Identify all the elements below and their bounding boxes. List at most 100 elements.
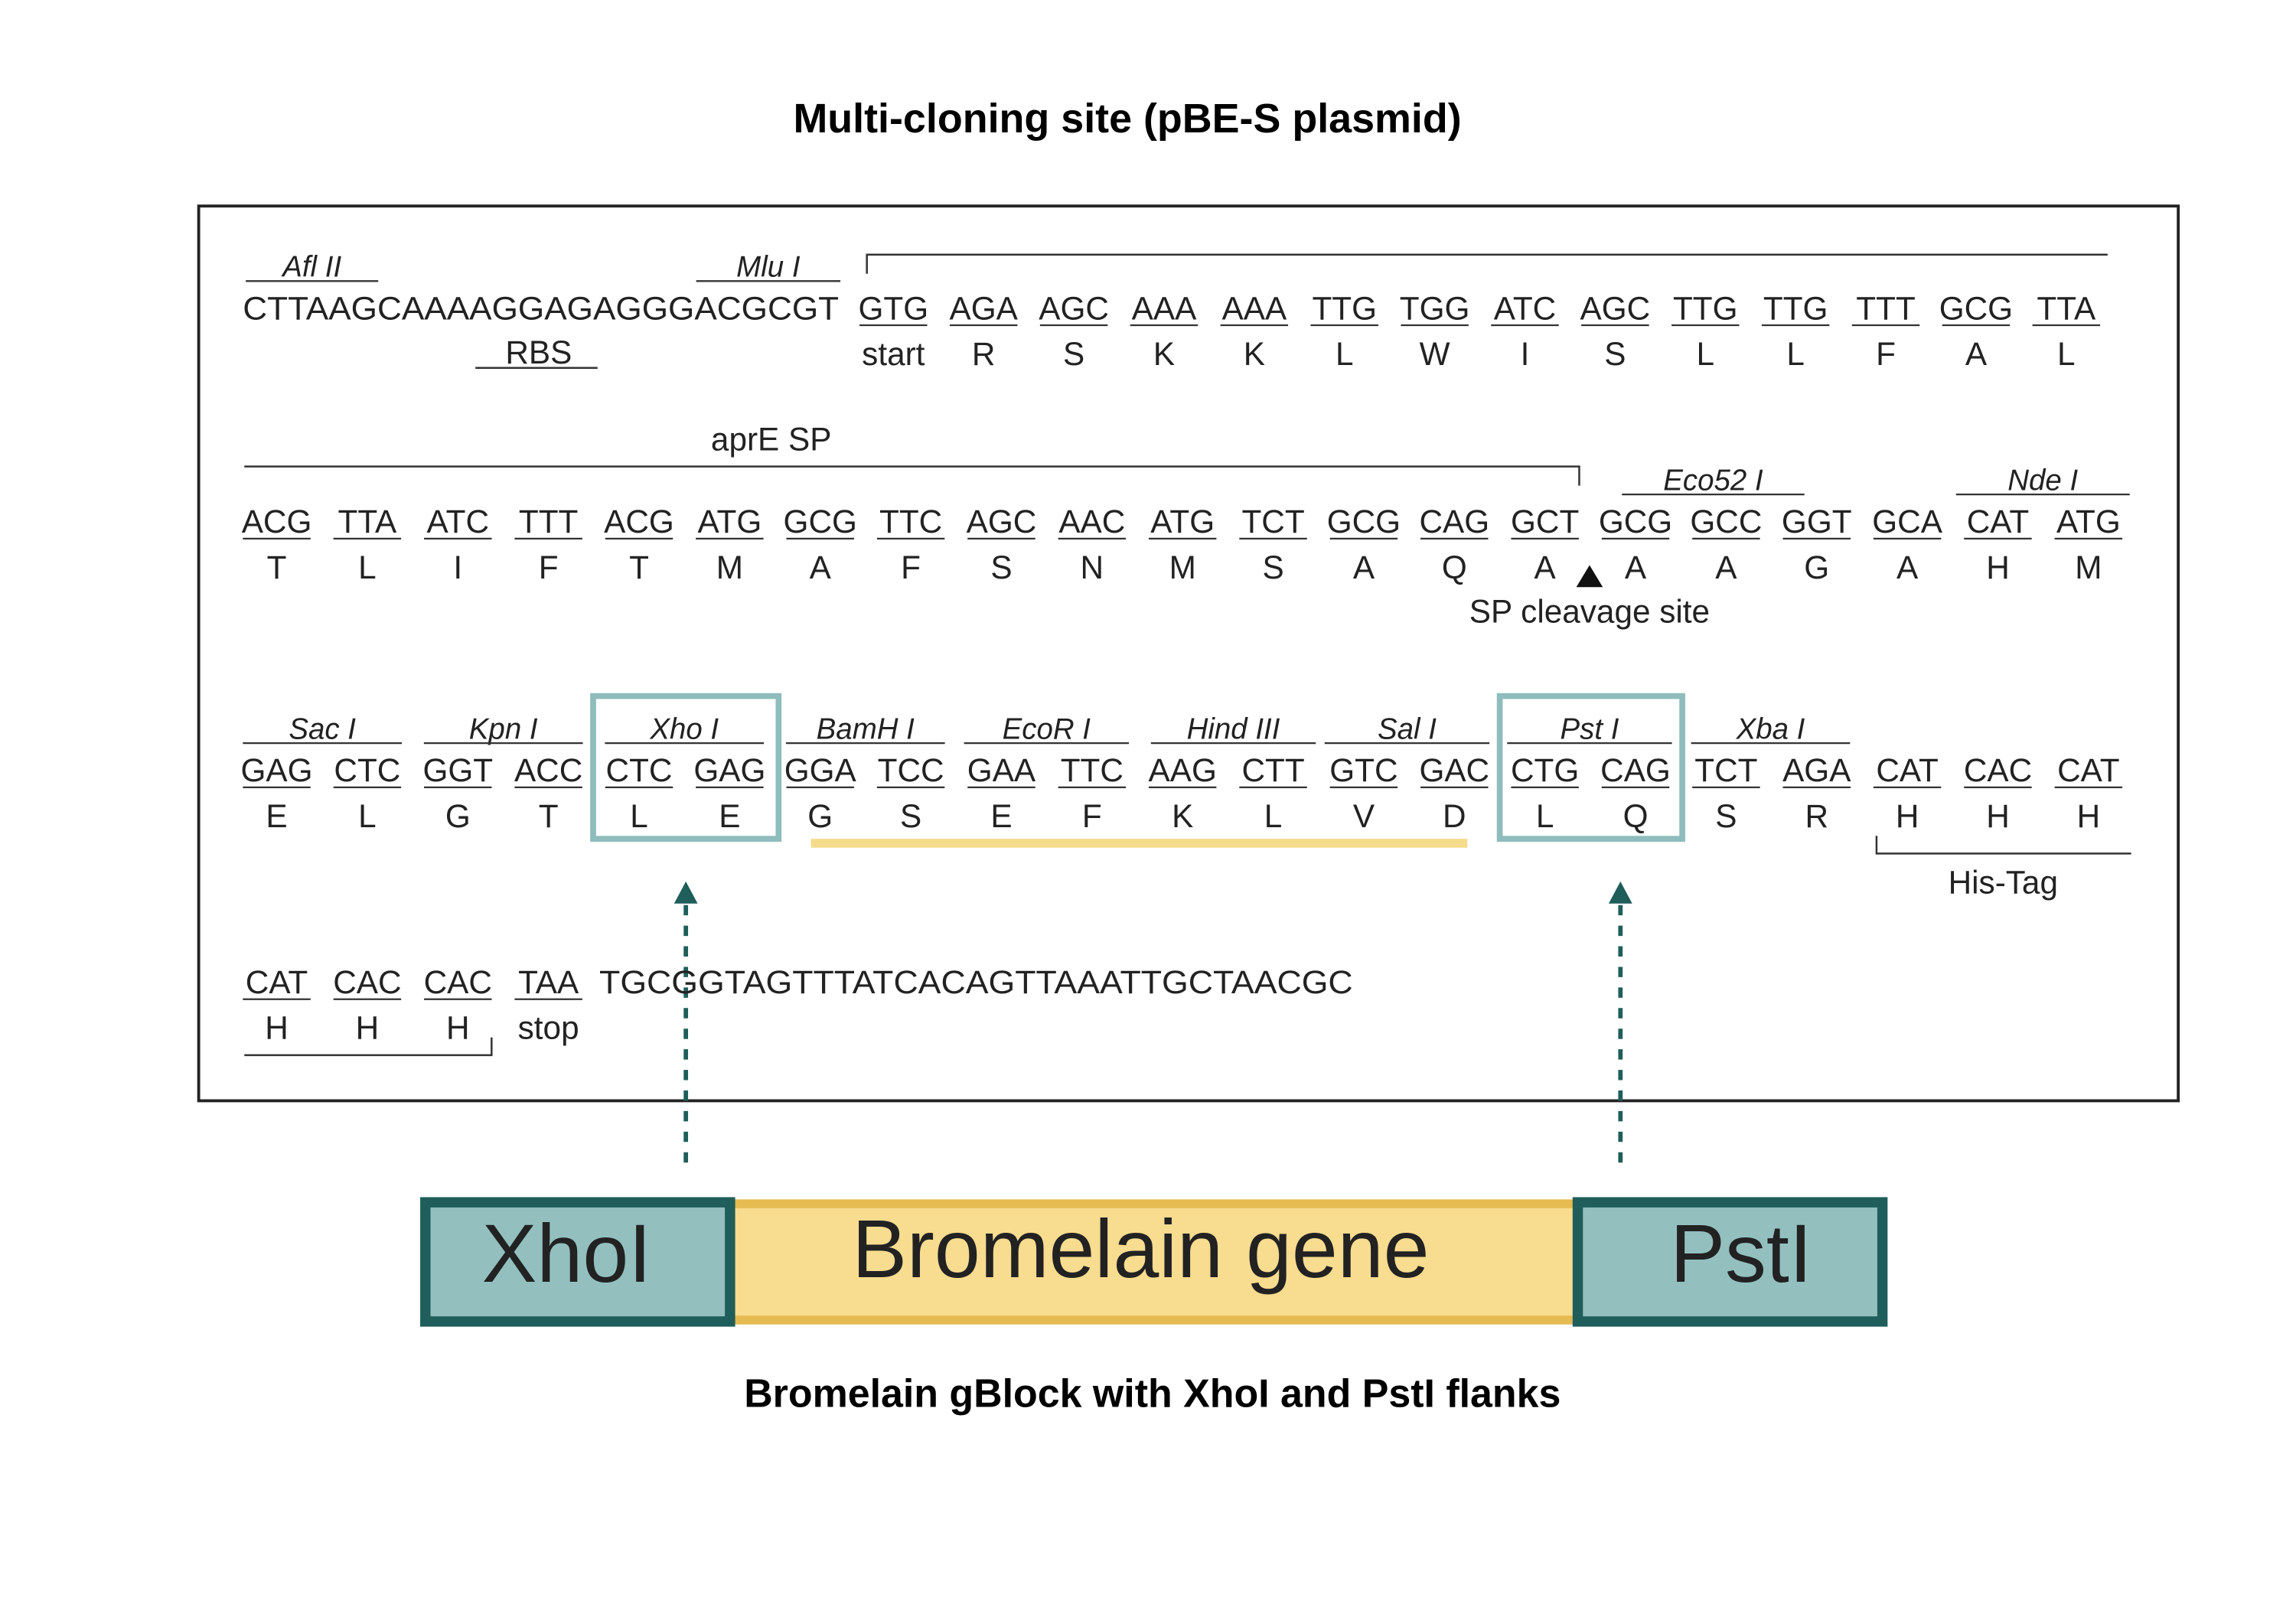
codon: GCA	[1872, 504, 1942, 539]
residue: A	[1965, 336, 1988, 372]
codon: TTC	[1061, 752, 1124, 788]
codon: TTC	[879, 504, 942, 539]
rbs-label: RBS	[505, 334, 572, 370]
residue: G	[1804, 549, 1829, 585]
residue: L	[358, 549, 377, 585]
codon: TCT	[1241, 504, 1304, 539]
residue: T	[267, 549, 287, 585]
residue: L	[358, 798, 377, 834]
codon: TTA	[338, 504, 398, 539]
codon: AAA	[1222, 290, 1287, 326]
codon: ATG	[1150, 504, 1215, 539]
residue: E	[719, 798, 740, 834]
residue: A	[1353, 549, 1375, 585]
residue: L	[630, 798, 648, 834]
residue: L	[1336, 336, 1354, 372]
histag-label: His-Tag	[1949, 864, 2058, 900]
codon: GGT	[422, 752, 493, 788]
codon: GGA	[784, 752, 857, 788]
codon: AGA	[950, 290, 1019, 326]
residue: L	[1536, 798, 1554, 834]
codon: ACG	[604, 504, 674, 539]
gblock-left: XhoI	[482, 1208, 652, 1299]
codon: TTG	[1312, 290, 1377, 326]
sequence: CTTAAGCAAAAGGAGAGGGACGCGT	[243, 290, 839, 326]
residue: K	[1244, 336, 1265, 372]
residue: S	[1604, 336, 1626, 372]
residue: A	[1534, 549, 1557, 585]
codon: GTC	[1329, 752, 1397, 788]
pst-box	[1496, 693, 1685, 842]
enzyme-label: Sal I	[1378, 712, 1437, 745]
title: Multi-cloning site (pBE-S plasmid)	[793, 96, 1461, 142]
residue: S	[1715, 798, 1737, 834]
codon: ATG	[2056, 504, 2121, 539]
codon: GCG	[784, 504, 857, 539]
codon: GAG	[693, 752, 765, 788]
pst-flank	[1572, 1197, 1888, 1327]
residue: R	[972, 336, 996, 372]
residue: M	[2075, 549, 2102, 585]
residue: E	[266, 798, 287, 834]
codon: ACG	[242, 504, 312, 539]
codon: AGA	[1782, 752, 1851, 788]
residue: A	[810, 549, 832, 585]
residue: N	[1081, 549, 1104, 585]
codon: TCT	[1694, 752, 1757, 788]
codon: GCT	[1511, 504, 1579, 539]
enzyme-label: EcoR I	[1003, 712, 1091, 745]
sequence-frame	[197, 204, 2180, 1103]
residue: L	[1697, 336, 1715, 372]
codon: AGC	[1580, 290, 1651, 326]
enzyme-label: Mlu I	[736, 251, 801, 284]
residue: V	[1353, 798, 1375, 834]
histag-bracket-2	[244, 1037, 493, 1057]
residue: S	[900, 798, 921, 834]
codon: AAA	[1132, 290, 1197, 326]
codon: GGT	[1782, 504, 1852, 539]
enzyme-label: Pst I	[1560, 712, 1619, 745]
codon: GAC	[1419, 752, 1489, 788]
cleavage-label: SP cleavage site	[1469, 593, 1710, 629]
residue: F	[1082, 798, 1102, 834]
residue: L	[1786, 336, 1805, 372]
residue: S	[990, 549, 1012, 585]
residue: F	[901, 549, 921, 585]
codon: GCG	[1939, 290, 2013, 326]
codon: CAT	[1876, 752, 1938, 788]
residue: A	[1625, 549, 1647, 585]
cleavage-triangle	[1576, 565, 1603, 588]
arrow-head	[673, 881, 698, 904]
codon: CAT	[1967, 504, 2029, 539]
residue: I	[453, 549, 462, 585]
xho-box	[590, 693, 782, 842]
codon: CAC	[333, 964, 401, 1000]
enzyme-label: Eco52 I	[1663, 464, 1763, 497]
codon: GCG	[1599, 504, 1672, 539]
codon: ATC	[427, 504, 489, 539]
residue: L	[1264, 798, 1283, 834]
residue: K	[1153, 336, 1175, 372]
enzyme-label: Afl II	[281, 251, 341, 284]
residue: M	[716, 549, 743, 585]
residue: start	[862, 336, 925, 372]
residue: L	[2057, 336, 2076, 372]
enzyme-label: Kpn I	[469, 712, 538, 745]
residue: M	[1169, 549, 1196, 585]
enzyme-label: Nde I	[2007, 464, 2078, 497]
residue: R	[1805, 798, 1828, 834]
codon: TTG	[1673, 290, 1738, 326]
codon: CAT	[2057, 752, 2119, 788]
codon: AGC	[1039, 290, 1109, 326]
residue: H	[1986, 798, 2010, 834]
caption: Bromelain gBlock with XhoI and PstI flan…	[744, 1371, 1561, 1416]
residue: stop	[518, 1010, 579, 1046]
codon: GCG	[1327, 504, 1401, 539]
residue: G	[445, 798, 471, 834]
residue: H	[2077, 798, 2101, 834]
codon: CAG	[1419, 504, 1489, 539]
codon: ATC	[1494, 290, 1556, 326]
codon: CAT	[246, 964, 308, 1000]
codon: TAA	[518, 964, 579, 1000]
